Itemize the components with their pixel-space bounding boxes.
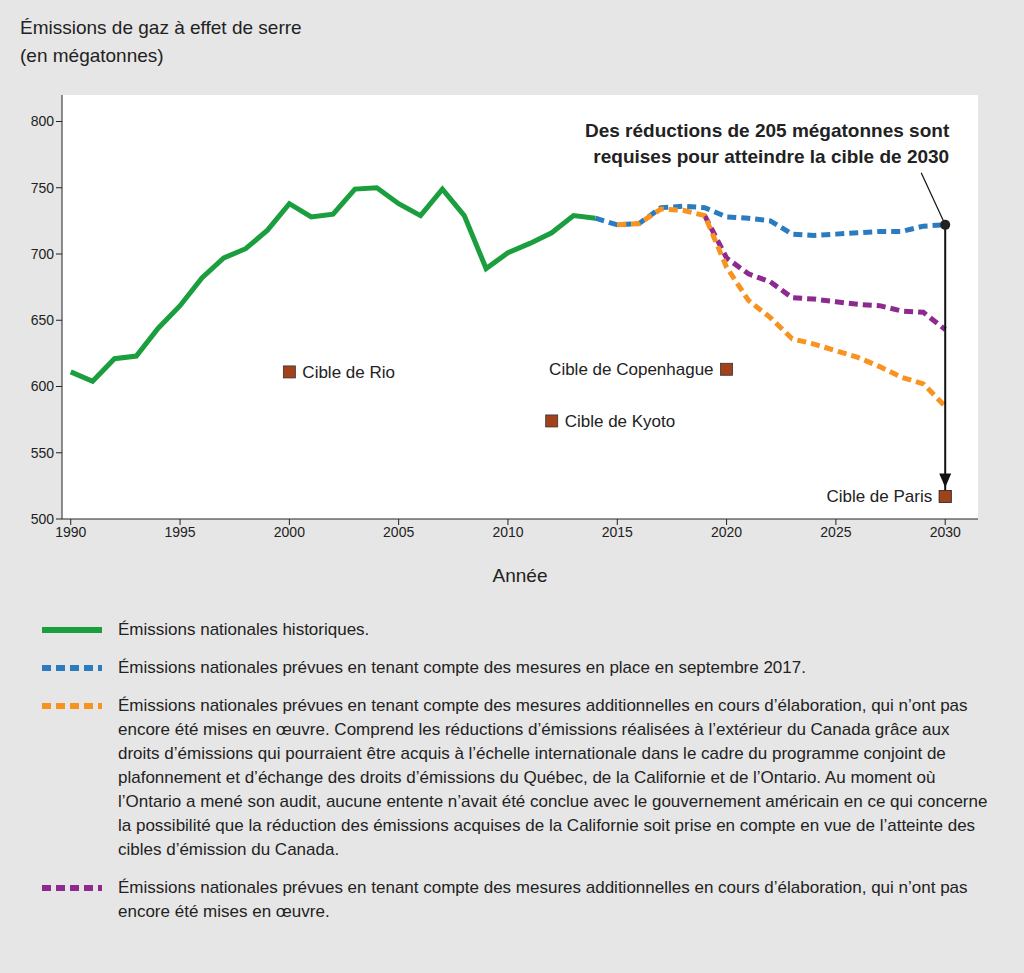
svg-text:600: 600 (31, 378, 55, 394)
svg-text:800: 800 (31, 113, 55, 129)
svg-text:2020: 2020 (711, 524, 742, 540)
svg-text:2000: 2000 (274, 524, 305, 540)
svg-text:2010: 2010 (492, 524, 523, 540)
svg-text:Cible de Copenhague: Cible de Copenhague (549, 360, 713, 379)
svg-text:1990: 1990 (55, 524, 86, 540)
html-text:(en mégatonnes): (en mégatonnes) (20, 45, 164, 66)
svg-text:requises pour atteindre la cib: requises pour atteindre la cible de 2030 (593, 146, 949, 167)
svg-text:550: 550 (31, 445, 55, 461)
svg-text:Des réductions de 205 mégatonn: Des réductions de 205 mégatonnes sont (585, 120, 950, 141)
svg-text:2030: 2030 (930, 524, 961, 540)
svg-text:750: 750 (31, 180, 55, 196)
svg-text:500: 500 (31, 511, 55, 527)
svg-text:2005: 2005 (383, 524, 414, 540)
svg-text:1995: 1995 (164, 524, 195, 540)
html-text:Émissions nationales prévues e: Émissions nationales prévues en tenant c… (118, 878, 968, 921)
svg-text:650: 650 (31, 312, 55, 328)
html-text:Émissions de gaz à effet de se: Émissions de gaz à effet de serre (20, 17, 302, 38)
html-text:Émissions nationales prévues e: Émissions nationales prévues en tenant c… (118, 696, 988, 859)
svg-text:2015: 2015 (602, 524, 633, 540)
svg-text:Cible de Kyoto: Cible de Kyoto (565, 412, 676, 431)
svg-text:2025: 2025 (820, 524, 851, 540)
html-text:Émissions nationales historiqu: Émissions nationales historiques. (118, 620, 370, 639)
svg-text:700: 700 (31, 246, 55, 262)
svg-text:Cible de Paris: Cible de Paris (826, 487, 932, 506)
html-text:Émissions nationales prévues e: Émissions nationales prévues en tenant c… (118, 658, 806, 677)
html-text:Année: Année (492, 565, 548, 586)
svg-text:Cible de Rio: Cible de Rio (302, 363, 395, 382)
